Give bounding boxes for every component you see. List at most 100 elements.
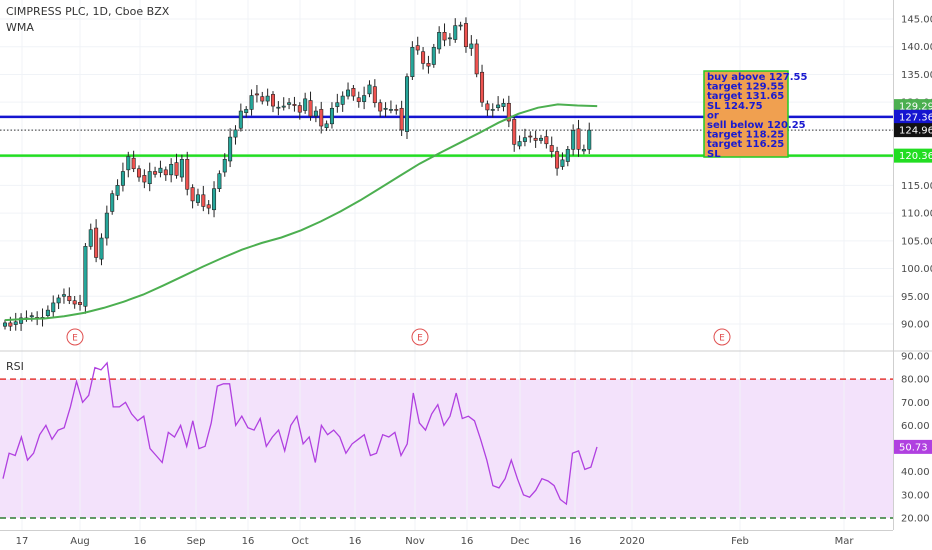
- trade-plan-line: sell below 120.25: [707, 120, 806, 131]
- y-tick-label: 95.00: [901, 292, 930, 303]
- rsi-tick-label: 20.00: [901, 514, 930, 525]
- earnings-event-label: E: [719, 334, 725, 344]
- candle-body: [244, 109, 249, 114]
- rsi-tag: [894, 439, 932, 454]
- candle-body: [544, 136, 549, 145]
- candle-body: [437, 32, 442, 50]
- x-tick-label: Aug: [70, 536, 90, 547]
- candle-body: [51, 302, 56, 313]
- candle-body: [169, 163, 174, 176]
- candle-body: [292, 104, 297, 106]
- x-tick-label: Oct: [291, 536, 308, 547]
- x-tick-label: Dec: [510, 536, 529, 547]
- y-tick-label: 135.00: [901, 70, 932, 81]
- candle-body: [270, 94, 275, 107]
- candle-body: [78, 302, 83, 305]
- trade-plan-line: target 116.25: [707, 139, 784, 150]
- candle-body: [88, 229, 93, 247]
- candle-body: [388, 109, 393, 111]
- candle-body: [142, 175, 147, 183]
- candle-body: [212, 188, 217, 211]
- price-tag-label: 120.36: [899, 151, 932, 162]
- candle-body: [83, 246, 88, 307]
- candle-body: [61, 294, 66, 297]
- candle-body: [281, 105, 286, 108]
- candle-body: [131, 157, 136, 170]
- x-tick-label: Feb: [731, 536, 749, 547]
- candle-body: [228, 136, 233, 162]
- earnings-event-icon: [66, 328, 84, 346]
- x-tick-label: 2020: [619, 536, 644, 547]
- trade-plan-line: target 129.55: [707, 82, 784, 93]
- candle-body: [104, 212, 109, 239]
- y-tick-label: 100.00: [901, 264, 932, 275]
- candle-body: [110, 193, 115, 212]
- price-tag-label: 129.29: [899, 102, 932, 113]
- trade-plan-line: SL: [707, 149, 721, 160]
- candle-body: [19, 317, 24, 324]
- candle-body: [549, 145, 554, 152]
- x-tick-label: Nov: [405, 536, 425, 547]
- candle-body: [496, 104, 501, 109]
- candle-body: [394, 109, 399, 111]
- candle-body: [415, 45, 420, 51]
- candle-body: [158, 167, 163, 173]
- candle-body: [528, 135, 533, 138]
- candle-body: [153, 171, 158, 175]
- indicator-label: WMA: [6, 21, 34, 34]
- rsi-tick-label: 60.00: [901, 421, 930, 432]
- candle-body: [560, 159, 565, 167]
- candle-body: [222, 159, 227, 173]
- candle-body: [410, 46, 415, 77]
- candle-body: [565, 149, 570, 162]
- candle-body: [217, 173, 222, 189]
- candle-body: [120, 171, 125, 186]
- rsi-tick-label: 30.00: [901, 490, 930, 501]
- x-tick-label: 16: [134, 536, 147, 547]
- price-tag-label: 124.96: [899, 126, 932, 137]
- candle-body: [571, 130, 576, 150]
- candle-body: [335, 102, 340, 107]
- gridlines: [0, 0, 893, 530]
- candle-body: [340, 95, 345, 105]
- candle-body: [303, 98, 308, 111]
- candle-body: [351, 88, 356, 97]
- earnings-event-icon: [411, 328, 429, 346]
- y-tick-label: 90.00: [901, 320, 930, 331]
- candle-body: [538, 137, 543, 141]
- candle-body: [195, 194, 200, 203]
- price-tag: [894, 148, 932, 163]
- x-tick-label: 16: [242, 536, 255, 547]
- candle-body: [190, 187, 195, 202]
- candle-body: [346, 89, 351, 97]
- y-tick-label: 115.00: [901, 181, 932, 192]
- candle-body: [356, 97, 361, 102]
- candle-body: [249, 95, 254, 110]
- candle-body: [265, 95, 270, 102]
- candle-body: [372, 86, 377, 104]
- candle-body: [287, 102, 292, 105]
- rsi-tick-label: 80.00: [901, 375, 930, 386]
- candle-body: [201, 194, 206, 207]
- price-tag: [894, 109, 932, 124]
- rsi-plot: [0, 361, 893, 519]
- candle-body: [185, 159, 190, 190]
- candle-body: [362, 95, 367, 102]
- candle-body: [94, 227, 99, 258]
- candle-body: [319, 109, 324, 127]
- candle-body: [490, 109, 495, 111]
- candle-body: [453, 25, 458, 40]
- price-tag: [894, 123, 932, 138]
- candle-body: [329, 107, 334, 125]
- candle-body: [383, 107, 388, 110]
- candle-body: [469, 43, 474, 49]
- y-tick-label: 145.00: [901, 15, 932, 26]
- rsi-tick-label: 40.00: [901, 467, 930, 478]
- candle-body: [426, 63, 431, 67]
- candle-body: [581, 149, 586, 152]
- rsi-tick-label: 90.00: [901, 352, 930, 363]
- candle-body: [308, 100, 313, 117]
- candle-body: [463, 23, 468, 48]
